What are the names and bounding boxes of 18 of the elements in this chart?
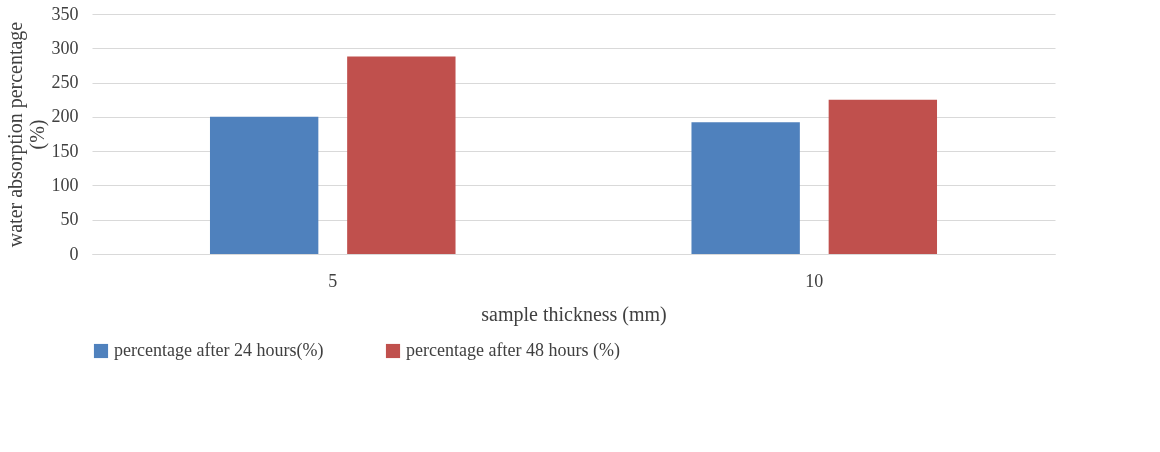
legend-label: percentage after 48 hours (%) [406,340,620,361]
legend-label: percentage after 24 hours(%) [114,340,324,361]
bar [347,56,456,254]
y-tick-label: 50 [60,209,79,230]
y-tick-label: 150 [51,140,79,161]
bar [691,122,800,254]
y-tick-label: 100 [51,174,79,195]
y-tick-label: 0 [69,243,79,264]
y-tick-label: 250 [51,72,79,93]
bar [828,99,938,254]
y-tick-label: 300 [51,37,79,58]
x-tick-label: 5 [328,270,338,291]
y-tick-label: 200 [51,106,79,127]
bar [209,116,319,254]
x-axis-title: sample thickness (mm) [481,302,667,326]
y-axis-title: water absorption percentage (%) [3,21,49,248]
y-tick-label: 350 [51,3,79,24]
x-tick-label: 10 [805,270,824,291]
